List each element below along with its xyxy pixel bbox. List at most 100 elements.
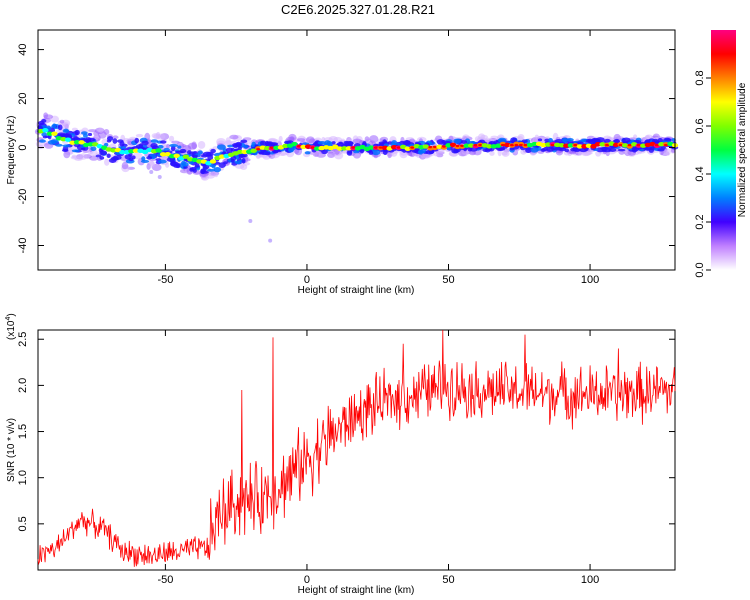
spectral-cell: [118, 145, 127, 150]
spectral-cell: [168, 135, 175, 142]
spectral-cell: [374, 146, 379, 149]
spectral-cell: [304, 151, 311, 155]
spectral-cell: [351, 146, 356, 149]
snr-panel: -50 0 50 100 0.5 1.0 1.5 2.0 2.5 Height of stra…: [5, 313, 676, 596]
spectral-cell: [61, 148, 69, 153]
spectral-cell: [463, 143, 470, 148]
spectral-cell: [264, 151, 271, 156]
spectral-cell: [74, 129, 80, 136]
spectral-cell: [87, 132, 93, 137]
spectral-cell: [433, 153, 439, 157]
spectral-cell: [653, 140, 661, 144]
spectral-cell: [460, 140, 468, 144]
spectral-cell: [223, 161, 228, 165]
spectral-cell: [37, 125, 43, 130]
spectral-cell: [530, 147, 539, 153]
spectral-cell: [73, 137, 80, 141]
spectral-cell: [47, 140, 57, 145]
spectral-cell: [269, 142, 279, 146]
colorbar-tick-label: 0.8: [694, 70, 706, 85]
spectral-cell: [173, 153, 180, 158]
spectral-cell: [306, 136, 315, 144]
spectral-cell: [531, 141, 538, 147]
x-tick-label: 50: [442, 274, 454, 286]
spectral-cell: [157, 174, 162, 179]
spectral-cell: [121, 161, 129, 170]
spectral-cell: [488, 141, 496, 145]
x-tick-label: -50: [157, 274, 173, 286]
spectrogram-y-label: Frequency (Hz): [6, 116, 17, 185]
x-tick-label: 50: [442, 574, 454, 586]
colorbar-tick-label: 0.0: [694, 262, 706, 277]
spectral-cell: [383, 146, 388, 149]
spectral-cell: [57, 132, 66, 138]
spectral-cell: [150, 139, 159, 143]
spectral-cell: [327, 151, 336, 159]
spectral-cell: [497, 147, 506, 151]
spectral-cell: [636, 150, 642, 155]
spectral-cell: [210, 148, 216, 154]
spectral-cell: [57, 124, 63, 131]
spectral-cell: [166, 144, 171, 149]
spectral-cell: [87, 142, 94, 147]
spectral-cell: [352, 138, 362, 144]
spectral-cell: [235, 161, 242, 165]
y-tick-label: 20: [17, 92, 29, 104]
spectral-cell: [658, 141, 665, 147]
spectral-cell: [486, 144, 493, 149]
spectral-cell: [169, 143, 179, 148]
snr-x-label: Height of straight line (km): [298, 585, 415, 596]
spectral-cell: [146, 156, 153, 160]
spectral-cell: [591, 143, 596, 147]
colorbar-tick-label: 0.6: [694, 118, 706, 133]
spectral-cell: [278, 135, 283, 142]
spectral-cell: [455, 144, 460, 148]
spectral-cell: [346, 150, 353, 156]
spectral-cell: [605, 143, 610, 147]
spectral-cell: [235, 164, 245, 169]
spectral-cell: [347, 141, 354, 146]
spectral-cell: [148, 160, 156, 168]
spectral-cell: [46, 131, 54, 136]
snr-scale-suffix: ): [6, 313, 17, 316]
spectral-cell: [42, 135, 48, 139]
spectral-cell: [55, 143, 63, 147]
y-tick-label: 2.5: [17, 332, 29, 347]
spectral-cell: [268, 238, 273, 243]
colorbar-tick-label: 0.4: [694, 166, 706, 181]
spectral-cell: [469, 150, 476, 156]
spectral-cell: [500, 143, 505, 147]
spectral-cell: [331, 141, 336, 145]
spectral-cell: [336, 142, 344, 147]
spectral-cell: [478, 133, 486, 141]
spectral-cell: [446, 147, 451, 151]
spectral-cell: [505, 143, 510, 147]
spectral-cell: [478, 143, 483, 147]
spectral-cell: [467, 140, 477, 145]
spectral-cell: [39, 139, 46, 143]
spectral-cell: [613, 138, 620, 144]
spectral-cell: [417, 149, 424, 154]
spectral-cell: [467, 146, 473, 152]
spectral-cell: [255, 153, 261, 160]
spectral-cell: [51, 131, 58, 136]
spectral-cell: [88, 129, 97, 133]
spectral-cell: [230, 156, 237, 161]
spectral-cell: [553, 147, 563, 151]
spectral-cell: [248, 219, 253, 224]
spectral-cell: [124, 154, 132, 160]
spectral-cell: [80, 137, 88, 141]
spectral-cell: [42, 128, 49, 133]
spectral-cell: [368, 150, 374, 155]
spectral-cell: [132, 148, 140, 153]
spectral-cell: [260, 140, 267, 147]
snr-scale-prefix: (x10: [6, 320, 17, 340]
spectral-cell: [106, 153, 111, 159]
spectral-cell: [170, 160, 177, 166]
spectral-cell: [103, 142, 109, 147]
spectral-cell: [296, 138, 306, 142]
spectral-cell: [63, 150, 71, 159]
spectral-cell: [548, 137, 553, 144]
spectral-cell: [378, 146, 383, 149]
